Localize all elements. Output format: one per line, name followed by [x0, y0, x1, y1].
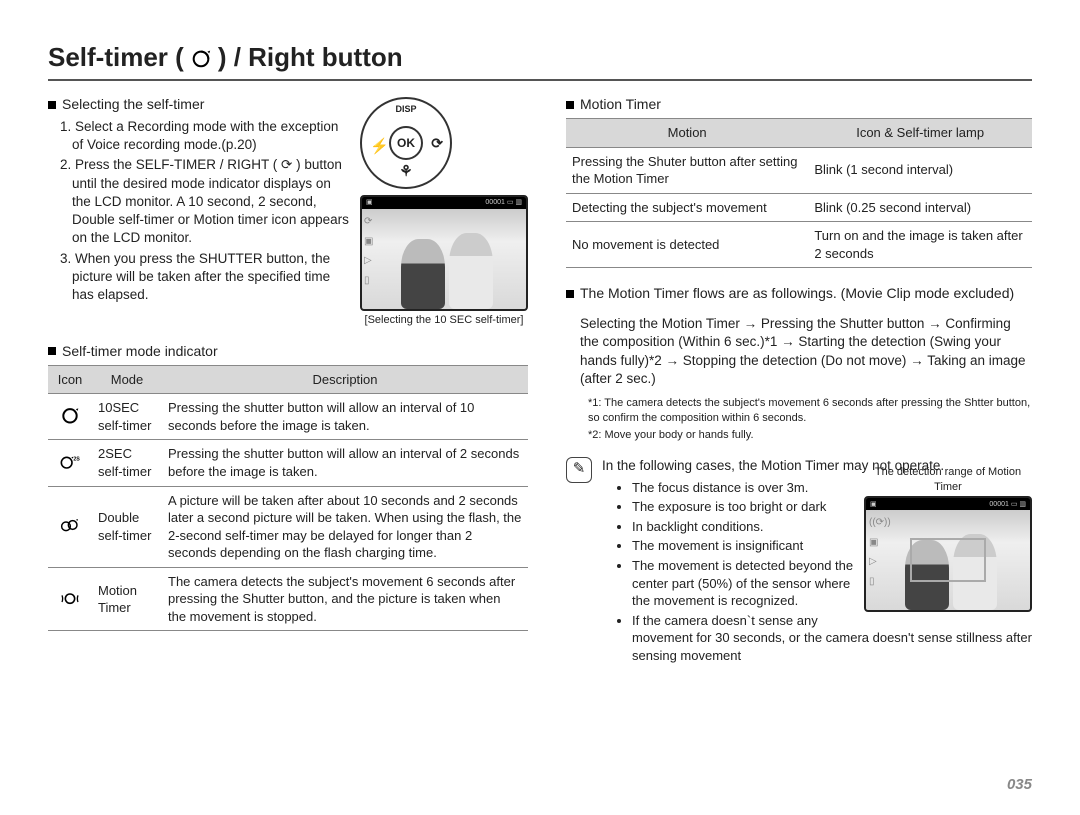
- flow-head: The Motion Timer flows are as followings…: [566, 284, 1032, 303]
- detection-box: [910, 538, 986, 582]
- footnotes: *1: The camera detects the subject's mov…: [588, 396, 1032, 443]
- desc-motion: The camera detects the subject's movemen…: [162, 567, 528, 631]
- icon-double: [48, 486, 92, 567]
- mode-table: Icon Mode Description 10SEC self-timer P…: [48, 365, 528, 632]
- mode-th-desc: Description: [162, 365, 528, 394]
- table-row: No movement is detected Turn on and the …: [566, 222, 1032, 268]
- title-rule: [48, 79, 1032, 81]
- step-2: 2. Press the SELF-TIMER / RIGHT ( ⟳ ) bu…: [60, 156, 350, 247]
- mode-th-icon: Icon: [48, 365, 92, 394]
- dial-ok: OK: [389, 126, 423, 160]
- footnote-2: *2: Move your body or hands fully.: [588, 428, 1032, 443]
- steps-list: 1. Select a Recording mode with the exce…: [48, 118, 350, 304]
- indicators: 00001 ▭ ▥: [485, 198, 522, 207]
- mode-2sec: 2SEC self-timer: [92, 440, 162, 486]
- icon-10sec: [48, 394, 92, 440]
- table-row: 2S 2SEC self-timer Pressing the shutter …: [48, 440, 528, 486]
- title-suffix: ) / Right button: [218, 40, 403, 75]
- motion-th-1: Icon & Self-timer lamp: [808, 118, 1032, 147]
- mt-r2c1: Turn on and the image is taken after 2 s…: [808, 222, 1032, 268]
- control-dial: DISP ⚘ ⚡ ⟳ OK: [360, 97, 452, 189]
- lcd-preview: ▣ 00001 ▭ ▥ ⟳▣▷▯: [360, 195, 528, 311]
- section-selecting: Selecting the self-timer: [48, 95, 350, 114]
- table-row: Detecting the subject's movement Blink (…: [566, 193, 1032, 222]
- desc-double: A picture will be taken after about 10 s…: [162, 486, 528, 567]
- dial-timer-icon: ⟳: [431, 134, 443, 153]
- mt-r1c0: Detecting the subject's movement: [566, 193, 808, 222]
- note-icon: ✎: [566, 457, 592, 483]
- table-row: 10SEC self-timer Pressing the shutter bu…: [48, 394, 528, 440]
- mode-motion: Motion Timer: [92, 567, 162, 631]
- icon-motion: [48, 567, 92, 631]
- mode-th-mode: Mode: [92, 365, 162, 394]
- motion-th-0: Motion: [566, 118, 808, 147]
- mt-r2c0: No movement is detected: [566, 222, 808, 268]
- bullet: If the camera doesn`t sense any movement…: [632, 612, 1032, 665]
- dial-flash-icon: ⚡: [370, 137, 389, 157]
- cam-icon: ▣: [366, 198, 373, 207]
- right-column: Motion Timer Motion Icon & Self-timer la…: [566, 95, 1032, 666]
- lcd-side-icons: ⟳▣▷▯: [364, 215, 373, 287]
- desc-10sec: Pressing the shutter button will allow a…: [162, 394, 528, 440]
- title-prefix: Self-timer (: [48, 40, 184, 75]
- left-column: Selecting the self-timer 1. Select a Rec…: [48, 95, 528, 666]
- mini-preview: ▣00001 ▭ ▥ ((⟳))▣▷▯: [864, 496, 1032, 612]
- svg-text:2S: 2S: [73, 456, 80, 462]
- icon-2sec: 2S: [48, 440, 92, 486]
- table-row: Pressing the Shuter button after setting…: [566, 147, 1032, 193]
- step-3: 3. When you press the SHUTTER button, th…: [60, 250, 350, 305]
- desc-2sec: Pressing the shutter button will allow a…: [162, 440, 528, 486]
- mt-r0c0: Pressing the Shuter button after setting…: [566, 147, 808, 193]
- mt-r0c1: Blink (1 second interval): [808, 147, 1032, 193]
- page-number: 035: [1007, 775, 1032, 795]
- person-groom: [401, 239, 445, 309]
- dial-macro-icon: ⚘: [399, 162, 412, 182]
- step-1: 1. Select a Recording mode with the exce…: [60, 118, 350, 154]
- motion-table: Motion Icon & Self-timer lamp Pressing t…: [566, 118, 1032, 268]
- mode-double: Double self-timer: [92, 486, 162, 567]
- self-timer-icon: [190, 47, 212, 69]
- dial-disp: DISP: [395, 103, 416, 115]
- table-row: Motion Timer The camera detects the subj…: [48, 567, 528, 631]
- lcd-caption: [Selecting the 10 SEC self-timer]: [360, 313, 528, 328]
- section-indicator: Self-timer mode indicator: [48, 342, 528, 361]
- flow-text: Selecting the Motion Timer → Pressing th…: [580, 315, 1032, 388]
- section-motion-timer: Motion Timer: [566, 95, 1032, 114]
- mt-r1c1: Blink (0.25 second interval): [808, 193, 1032, 222]
- mode-10sec: 10SEC self-timer: [92, 394, 162, 440]
- footnote-1: *1: The camera detects the subject's mov…: [588, 396, 1032, 426]
- person-bride: [449, 233, 493, 309]
- page-title: Self-timer ( ) / Right button: [48, 40, 1032, 75]
- table-row: Double self-timer A picture will be take…: [48, 486, 528, 567]
